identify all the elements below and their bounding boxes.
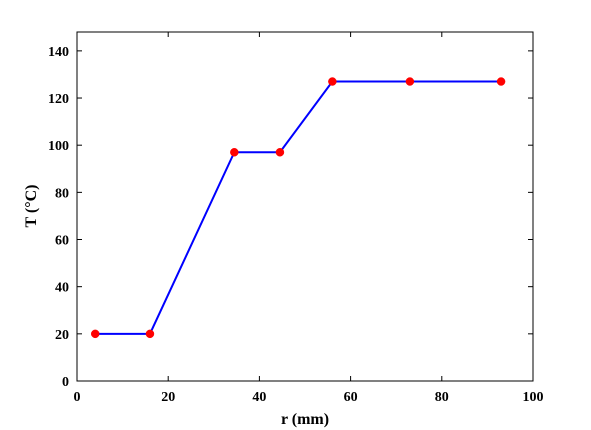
x-tick-label: 0: [74, 390, 81, 405]
data-point: [145, 329, 155, 339]
data-point: [328, 77, 337, 86]
plot-area: [77, 32, 533, 381]
data-point: [90, 329, 100, 339]
x-tick-label: 40: [252, 390, 266, 405]
y-tick-label: 80: [55, 186, 69, 201]
y-tick-label: 40: [55, 281, 69, 296]
x-axis-label: r (mm): [281, 411, 329, 428]
y-tick-label: 140: [48, 45, 69, 60]
data-point: [496, 77, 506, 86]
y-tick-label: 120: [48, 92, 69, 107]
y-tick-label: 100: [48, 139, 69, 154]
y-tick-label: 60: [55, 234, 69, 249]
x-tick-label: 20: [161, 390, 175, 405]
data-point: [275, 148, 285, 157]
x-tick-label: 60: [344, 390, 358, 405]
axis-ticks: 0 20 40 60 80 100 0 20 40 60 80 100 120 140: [48, 32, 544, 405]
y-tick-label: 20: [55, 328, 69, 343]
data-marks: [90, 77, 506, 339]
data-point: [230, 148, 239, 157]
y-axis-label: T (°C): [23, 185, 40, 228]
plot-frame: [76, 31, 534, 382]
x-tick-label: 80: [435, 390, 449, 405]
y-tick-label: 0: [62, 375, 69, 390]
x-tick-label: 100: [523, 390, 544, 405]
data-point: [405, 77, 415, 86]
